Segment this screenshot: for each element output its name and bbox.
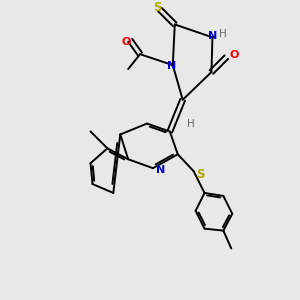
Text: O: O	[122, 37, 131, 47]
Text: H: H	[187, 118, 194, 129]
Text: H: H	[220, 29, 227, 39]
Text: N: N	[156, 165, 166, 175]
Text: S: S	[153, 1, 161, 14]
Text: O: O	[230, 50, 239, 60]
Text: S: S	[196, 168, 205, 181]
Text: N: N	[208, 31, 217, 41]
Text: N: N	[167, 61, 176, 71]
